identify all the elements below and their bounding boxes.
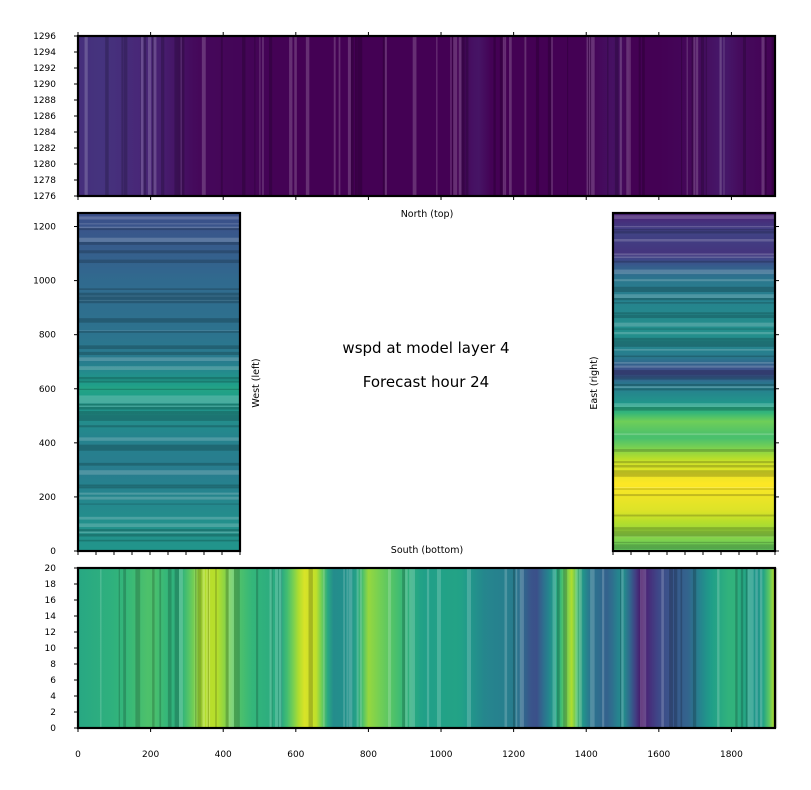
south-heatmap-texture [100,568,778,728]
north-y-tick-label: 1282 [33,144,56,154]
west-caption: West (left) [251,358,262,407]
south-x-tick-label: 600 [287,750,304,760]
south-heatmap-field [78,568,775,728]
chart-title: wspd at model layer 4 [342,339,509,357]
west-y-tick-label: 200 [39,493,56,503]
east-frame [611,211,777,553]
south-y-tick-label: 12 [45,628,56,638]
south-y-tick-label: 16 [45,596,57,606]
north-y-tick-label: 1292 [33,64,56,74]
south-y-tick-label: 18 [45,580,57,590]
east-heatmap-texture [613,215,775,549]
north-y-tick-label: 1286 [33,112,56,122]
south-y-tick-label: 6 [50,676,56,686]
west-y-tick-label: 1200 [33,223,56,233]
north-y-tick-label: 1280 [33,160,56,170]
south-x-tick-label: 1200 [502,750,525,760]
north-y-tick-label: 1278 [33,176,56,186]
west-y-tick-label: 400 [39,439,56,449]
north-heatmap-texture [84,36,776,196]
west-y-tick-label: 800 [39,331,56,341]
north-y-tick-label: 1296 [33,32,56,42]
west-frame [76,211,242,553]
east-panel [611,211,779,555]
west-heatmap-field [78,213,240,551]
south-x-tick-label: 400 [215,750,232,760]
south-caption: South (bottom) [391,545,463,556]
south-x-tick-label: 1000 [430,750,453,760]
west-panel: 0 200 400 600 800 1000 1200 [33,211,242,557]
west-y-tick-label: 1000 [33,277,56,287]
south-y-tick-label: 14 [45,612,57,622]
south-y-tick-label: 20 [45,564,57,574]
south-y-tick-label: 10 [45,644,57,654]
south-y-tick-label: 0 [50,724,56,734]
south-panel: 0 200 400 600 800 1000 1200 1400 1600 1800 0 2 4 6 8 10… [45,564,778,760]
chart-subtitle: Forecast hour 24 [363,373,489,391]
north-caption: North (top) [401,209,454,220]
south-x-tick-label: 0 [75,750,81,760]
south-y-tick-label: 4 [50,692,56,702]
south-x-tick-label: 1600 [647,750,670,760]
south-y-tick-label: 2 [50,708,56,718]
east-heatmap-field [613,213,775,551]
north-y-tick-label: 1290 [33,80,56,90]
north-y-tick-label: 1276 [33,192,56,202]
south-x-tick-label: 1800 [720,750,743,760]
north-heatmap-field [78,36,775,196]
west-heatmap-texture [78,216,240,542]
south-x-tick-label: 200 [142,750,159,760]
north-y-tick-label: 1284 [33,128,56,138]
north-y-tick-label: 1288 [33,96,56,106]
south-x-tick-label: 1400 [575,750,598,760]
west-y-tick-label: 0 [50,547,56,557]
east-caption: East (right) [589,356,600,409]
north-y-tick-label: 1294 [33,48,56,58]
west-y-tick-label: 600 [39,385,56,395]
north-panel: 1276 1278 1280 1282 1284 1286 1288 1290 1292 1294… [33,32,777,202]
south-y-tick-label: 8 [50,660,56,670]
south-x-tick-label: 800 [360,750,377,760]
